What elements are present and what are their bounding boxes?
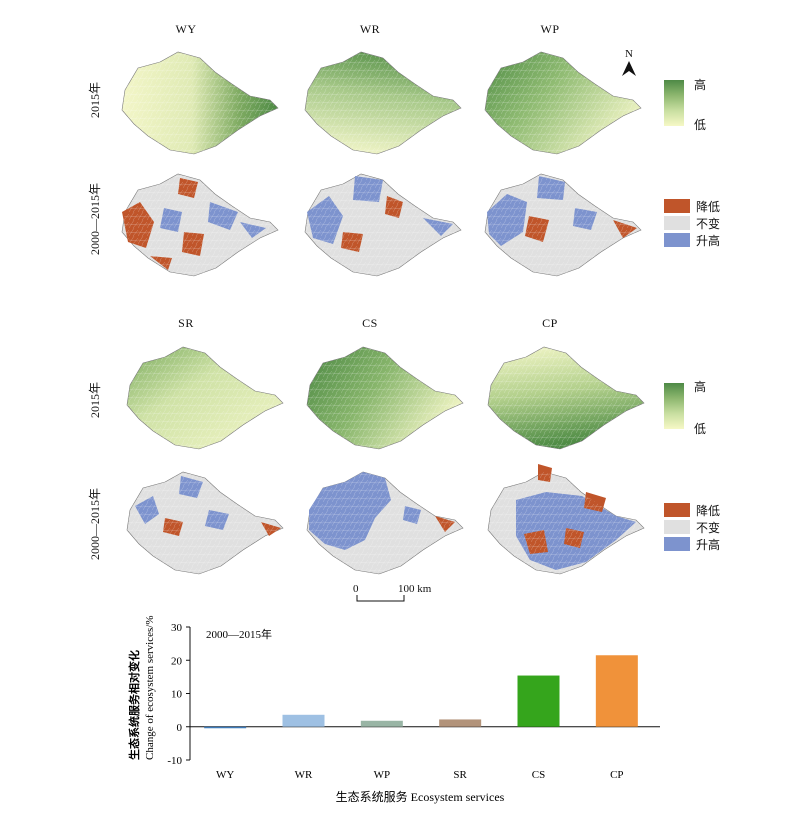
legend-increase-top: 升高 bbox=[696, 234, 721, 248]
y-axis-label-cn: 生态系统服务相对变化 bbox=[127, 650, 141, 760]
column-title-sr: SR bbox=[178, 316, 194, 330]
y-tick-label: 10 bbox=[171, 689, 183, 701]
x-tick-label: WP bbox=[374, 769, 391, 781]
column-title-wp: WP bbox=[540, 22, 560, 36]
legend-swatch-unchanged-top bbox=[664, 216, 690, 230]
bar-chart: -10 0 10 20 30 WY WR WP SR CS CP 2000—2015年 生态系统服… bbox=[127, 616, 660, 804]
y-ticks: -10 0 10 20 30 bbox=[167, 622, 190, 767]
legend-swatch-increase-top bbox=[664, 233, 690, 247]
y-axis-label-en: Change of ecosystem services/% bbox=[144, 616, 156, 760]
map-sr-change bbox=[126, 471, 284, 575]
scale-bar-start: 0 bbox=[353, 583, 359, 595]
y-tick-label: -10 bbox=[167, 755, 182, 767]
map-sr-2015 bbox=[126, 346, 284, 450]
bar-wp bbox=[360, 720, 403, 727]
column-title-wr: WR bbox=[359, 22, 381, 36]
column-title-wy: WY bbox=[175, 22, 197, 36]
level-legend-high-bottom: 高 bbox=[694, 380, 707, 394]
legend-swatch-decrease-top bbox=[664, 199, 690, 213]
column-title-cs: CS bbox=[362, 316, 378, 330]
x-tick-label: CP bbox=[610, 769, 623, 781]
x-ticks: WY WR WP SR CS CP bbox=[216, 769, 624, 781]
map-cs-change bbox=[306, 471, 464, 575]
legend-unchanged-bottom: 不变 bbox=[696, 521, 721, 535]
bar-cs bbox=[517, 675, 560, 727]
level-legend-ramp-top bbox=[664, 80, 684, 126]
chart-annotation: 2000—2015年 bbox=[206, 627, 272, 641]
level-legend-low-top: 低 bbox=[694, 118, 707, 132]
x-tick-label: WY bbox=[216, 769, 234, 781]
map-wy-2015 bbox=[121, 51, 279, 155]
map-wr-2015 bbox=[304, 51, 462, 155]
y-tick-label: 0 bbox=[177, 722, 183, 734]
map-block-top bbox=[121, 51, 642, 277]
bar-wy bbox=[204, 726, 247, 729]
map-wr-change bbox=[304, 173, 462, 277]
map-block-bottom bbox=[126, 346, 645, 575]
map-wp-2015 bbox=[484, 51, 642, 155]
legend-swatch-unchanged-bottom bbox=[664, 520, 690, 534]
map-cs-2015 bbox=[306, 346, 464, 450]
level-legend-high-top: 高 bbox=[694, 78, 707, 92]
bar-wr bbox=[282, 714, 325, 727]
legend-increase-bottom: 升高 bbox=[696, 538, 721, 552]
legend-unchanged-top: 不变 bbox=[696, 217, 721, 231]
x-tick-label: SR bbox=[453, 769, 467, 781]
map-wp-change bbox=[484, 173, 642, 277]
x-tick-label: CS bbox=[532, 769, 545, 781]
scale-bar-end: 100 km bbox=[398, 583, 432, 595]
legend-swatch-decrease-bottom bbox=[664, 503, 690, 517]
map-cp-2015 bbox=[487, 346, 645, 450]
legend-swatch-increase-bottom bbox=[664, 537, 690, 551]
scale-bar bbox=[356, 595, 405, 602]
chart-axes bbox=[189, 627, 660, 760]
north-label: N bbox=[625, 48, 633, 60]
column-title-cp: CP bbox=[542, 316, 558, 330]
x-axis-label: 生态系统服务 Ecosystem services bbox=[336, 789, 505, 804]
y-tick-label: 20 bbox=[171, 655, 183, 667]
level-legend-ramp-bottom bbox=[664, 383, 684, 429]
legend-decrease-top: 降低 bbox=[696, 200, 721, 214]
legend-decrease-bottom: 降低 bbox=[696, 504, 721, 518]
chart-bars bbox=[204, 655, 638, 729]
bar-sr bbox=[439, 719, 482, 727]
level-legend-low-bottom: 低 bbox=[694, 422, 707, 436]
x-tick-label: WR bbox=[295, 769, 313, 781]
bar-cp bbox=[595, 655, 638, 727]
map-cp-change bbox=[487, 464, 645, 575]
map-wy-change bbox=[121, 173, 279, 277]
y-tick-label: 30 bbox=[171, 622, 183, 634]
north-arrow-icon bbox=[622, 61, 636, 76]
